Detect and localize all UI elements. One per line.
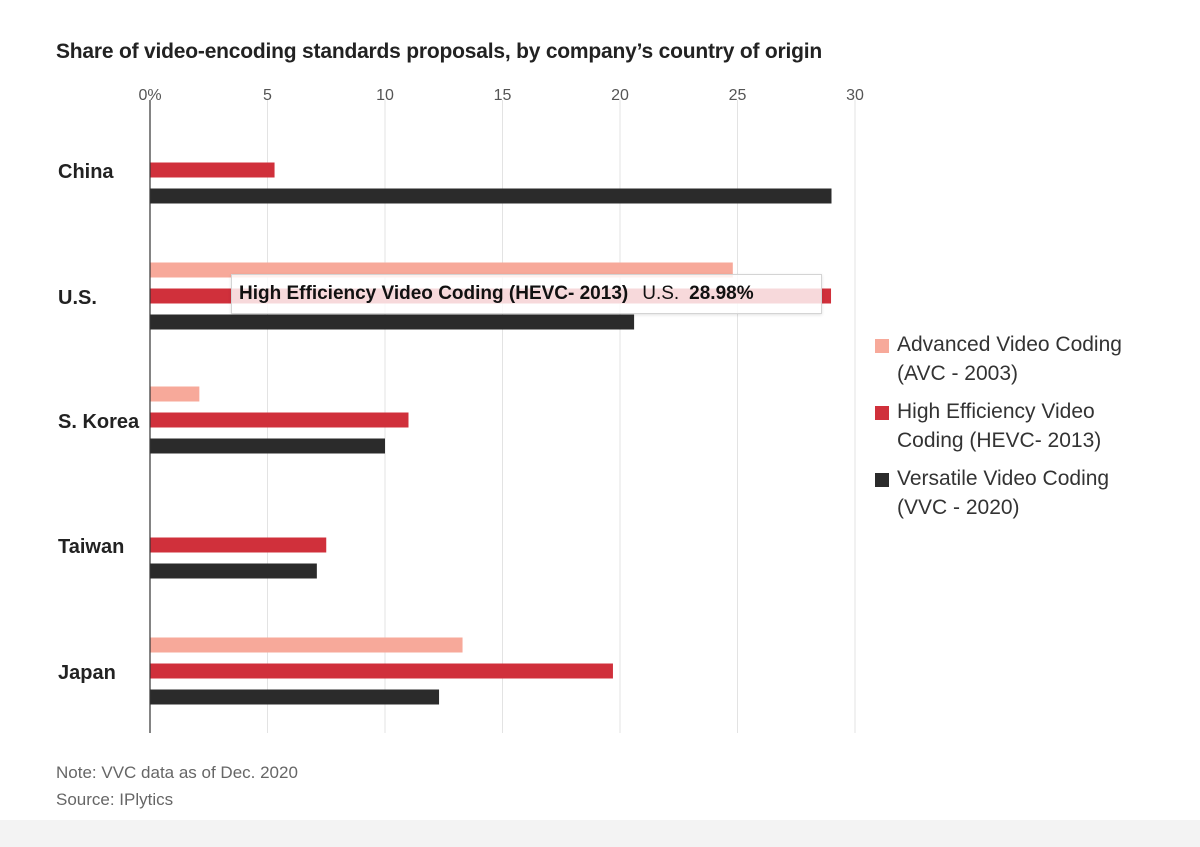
tooltip-category: U.S. [642,283,680,304]
tooltip-series: High Efficiency Video Coding (HEVC- 2013… [239,283,629,304]
bar [150,689,440,705]
category-label: S. Korea [58,411,140,433]
bar [150,438,385,454]
category-label: Japan [58,662,116,684]
bar [150,412,409,428]
legend-label-hevc: High Efficiency Video Coding (HEVC- 2013… [897,400,1102,452]
hover-tooltip: High Efficiency Video Coding (HEVC- 2013… [231,274,822,314]
legend-item-hevc[interactable]: High Efficiency Video Coding (HEVC- 2013… [875,397,1175,455]
bar [150,637,463,653]
chart-note: Note: VVC data as of Dec. 2020 [56,763,298,782]
x-tick-label: 0% [138,87,161,104]
legend: Advanced Video Coding (AVC - 2003) High … [875,330,1175,531]
category-label: China [58,161,114,183]
chart-source: Source: IPlytics [56,790,174,809]
x-tick-label: 20 [611,87,629,104]
x-tick-label: 5 [263,87,272,104]
bar [150,162,275,178]
bar [150,563,317,579]
chart-title: Share of video-encoding standards propos… [56,40,823,63]
bar [150,314,635,330]
legend-swatch-avc [875,339,889,353]
bar [150,262,733,278]
bar [150,188,832,204]
category-label: U.S. [58,287,97,309]
x-tick-label: 30 [846,87,864,104]
bottom-band [0,820,1200,847]
legend-item-avc[interactable]: Advanced Video Coding (AVC - 2003) [875,330,1175,388]
tooltip-value: 28.98% [689,283,754,304]
x-tick-label: 10 [376,87,394,104]
category-label: Taiwan [58,536,124,558]
bar [150,537,327,553]
bar [150,386,200,402]
legend-item-vvc[interactable]: Versatile Video Coding (VVC - 2020) [875,464,1175,522]
bar [150,663,613,679]
legend-swatch-hevc [875,406,889,420]
legend-label-vvc: Versatile Video Coding (VVC - 2020) [897,467,1110,519]
x-tick-label: 25 [729,87,747,104]
legend-label-avc: Advanced Video Coding (AVC - 2003) [897,333,1122,385]
x-tick-label: 15 [494,87,512,104]
legend-swatch-vvc [875,473,889,487]
